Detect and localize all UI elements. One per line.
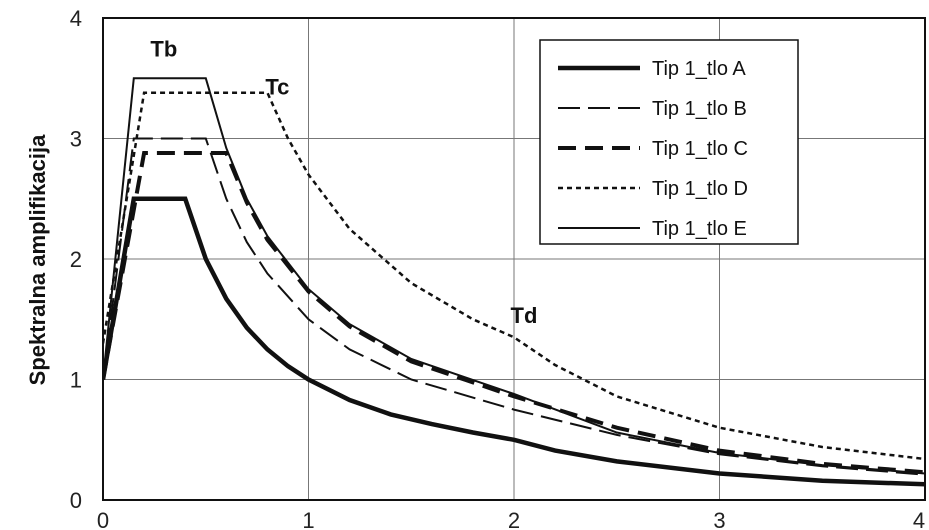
annotations: Tb Tc Td (150, 37, 537, 328)
series-line (103, 77, 925, 475)
legend-label: Tip 1_tlo D (652, 178, 748, 200)
annotation-label: Tc (265, 74, 289, 99)
series-line (103, 137, 925, 476)
plot-frame (102, 17, 926, 501)
annotation-label: Tb (150, 37, 177, 62)
x-tick-label: 3 (713, 508, 725, 530)
series-line (103, 151, 925, 475)
x-tick-label: 2 (508, 508, 520, 530)
y-tick-label: 0 (70, 488, 82, 513)
y-tick-label: 4 (70, 6, 82, 31)
legend-label: Tip 1_tlo B (652, 98, 747, 120)
grid (102, 17, 926, 501)
series-layer (103, 77, 925, 487)
legend-label: Tip 1_tlo C (652, 138, 748, 160)
legend: Tip 1_tlo A Tip 1_tlo B Tip 1_tlo C Tip 1_t… (539, 39, 799, 245)
legend-box (539, 39, 799, 245)
y-tick-label: 1 (70, 368, 82, 393)
annotation-label: Td (511, 303, 538, 328)
x-tick-label: 4 (913, 508, 925, 530)
x-tick-label: 1 (302, 508, 314, 530)
y-tick-label: 3 (70, 127, 82, 152)
tick-labels: 0 1 2 3 4 0 1 2 3 4 (70, 6, 925, 530)
legend-label: Tip 1_tlo E (652, 218, 747, 240)
x-tick-label: 0 (97, 508, 109, 530)
legend-label: Tip 1_tlo A (652, 58, 746, 80)
y-axis-label: Spektralna amplifikacija (25, 134, 50, 385)
series-line (103, 196, 925, 487)
y-tick-label: 2 (70, 247, 82, 272)
